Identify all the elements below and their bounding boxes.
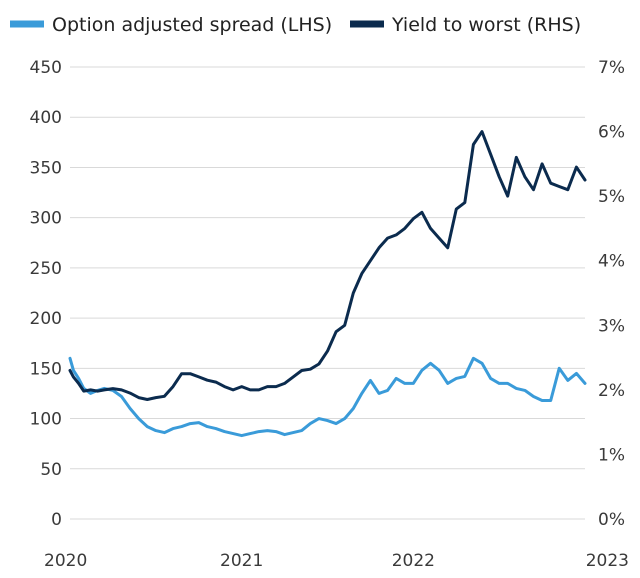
- x-axis: 2020 2021 2022 2023: [44, 551, 629, 571]
- left-tick-label: 0: [51, 510, 62, 530]
- left-tick-label: 300: [30, 209, 62, 229]
- legend-label-ytw: Yield to worst (RHS): [391, 14, 581, 36]
- left-tick-label: 350: [30, 158, 62, 178]
- legend-item-ytw: Yield to worst (RHS): [350, 14, 581, 36]
- left-tick-label: 400: [30, 108, 62, 128]
- left-axis: 0 50 100 150 200 250 300 350 400 450: [30, 58, 62, 530]
- right-tick-label: 3%: [598, 316, 625, 336]
- left-tick-label: 250: [30, 259, 62, 279]
- left-tick-label: 100: [30, 410, 62, 430]
- x-tick-label: 2023: [586, 551, 629, 571]
- right-tick-label: 4%: [598, 252, 625, 272]
- left-tick-label: 50: [40, 460, 62, 480]
- legend-item-oas: Option adjusted spread (LHS): [10, 14, 332, 36]
- right-tick-label: 5%: [598, 187, 625, 207]
- left-tick-label: 150: [30, 359, 62, 379]
- x-tick-label: 2022: [392, 551, 435, 571]
- series: [68, 130, 587, 438]
- right-tick-label: 0%: [598, 510, 625, 530]
- left-tick-label: 450: [30, 58, 62, 78]
- left-tick-label: 200: [30, 309, 62, 329]
- right-tick-label: 7%: [598, 58, 625, 78]
- legend-label-oas: Option adjusted spread (LHS): [52, 14, 332, 36]
- right-tick-label: 2%: [598, 381, 625, 401]
- right-tick-label: 1%: [598, 445, 625, 465]
- series-line-oas: [68, 356, 587, 438]
- x-tick-label: 2020: [44, 551, 87, 571]
- legend: Option adjusted spread (LHS) Yield to wo…: [10, 14, 581, 36]
- right-tick-label: 6%: [598, 123, 625, 143]
- x-tick-label: 2021: [220, 551, 263, 571]
- gridlines: [70, 66, 585, 520]
- right-axis: 0% 1% 2% 3% 4% 5% 6% 7%: [598, 58, 625, 530]
- series-line-ytw: [68, 130, 587, 401]
